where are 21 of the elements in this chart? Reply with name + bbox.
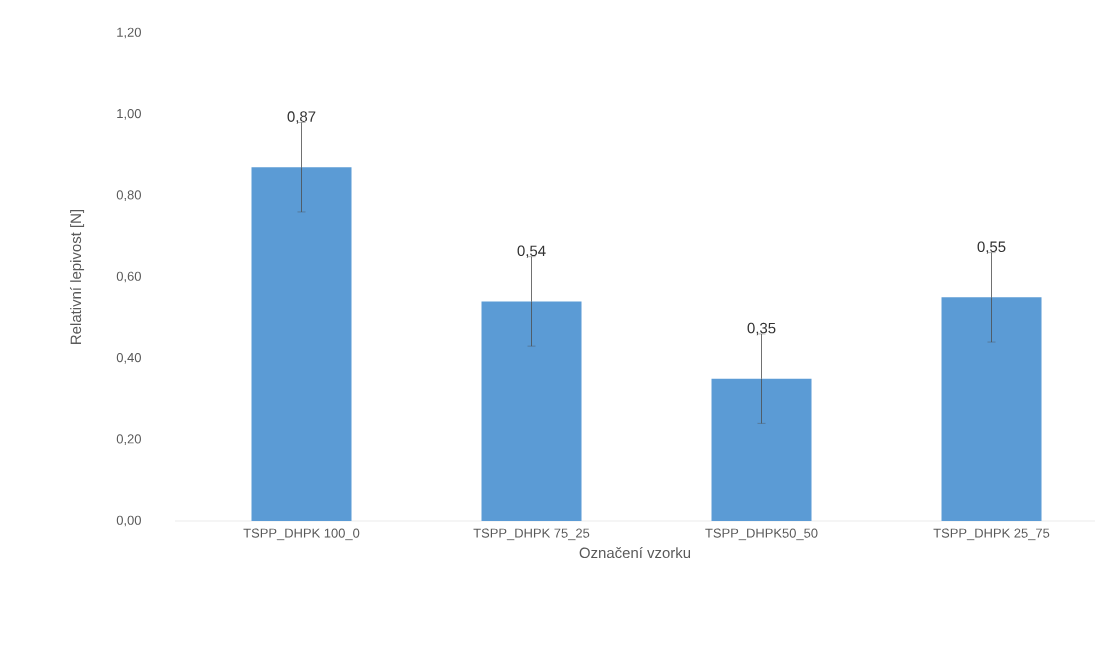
y-tick-label: 0,40	[116, 352, 141, 364]
bar	[481, 301, 582, 521]
x-axis-title: Označení vzorku	[579, 546, 691, 559]
data-label: 0,87	[287, 111, 316, 124]
data-label: 0,35	[747, 322, 776, 336]
x-tick-label: TSPP_DHPK 25_75	[933, 528, 1050, 541]
y-tick-label: 0,80	[116, 190, 141, 202]
bar	[711, 378, 812, 521]
y-tick-label: 1,00	[117, 108, 141, 120]
bar	[251, 167, 352, 521]
x-tick-label: TSPP_DHPK50_50	[705, 528, 818, 541]
bar	[941, 297, 1042, 521]
x-tick-label: TSPP_DHPK 100_0	[243, 528, 360, 541]
y-tick-label: 0,20	[116, 434, 141, 446]
data-label: 0,55	[977, 241, 1006, 254]
y-axis-title: Relativní lepivost [N]	[69, 209, 85, 344]
x-tick-label: TSPP_DHPK 75_25	[473, 528, 590, 541]
y-tick-label: 0,00	[116, 515, 141, 527]
y-tick-label: 1,20	[117, 27, 141, 39]
data-label: 0,54	[517, 245, 546, 258]
y-tick-label: 0,60	[116, 271, 141, 283]
